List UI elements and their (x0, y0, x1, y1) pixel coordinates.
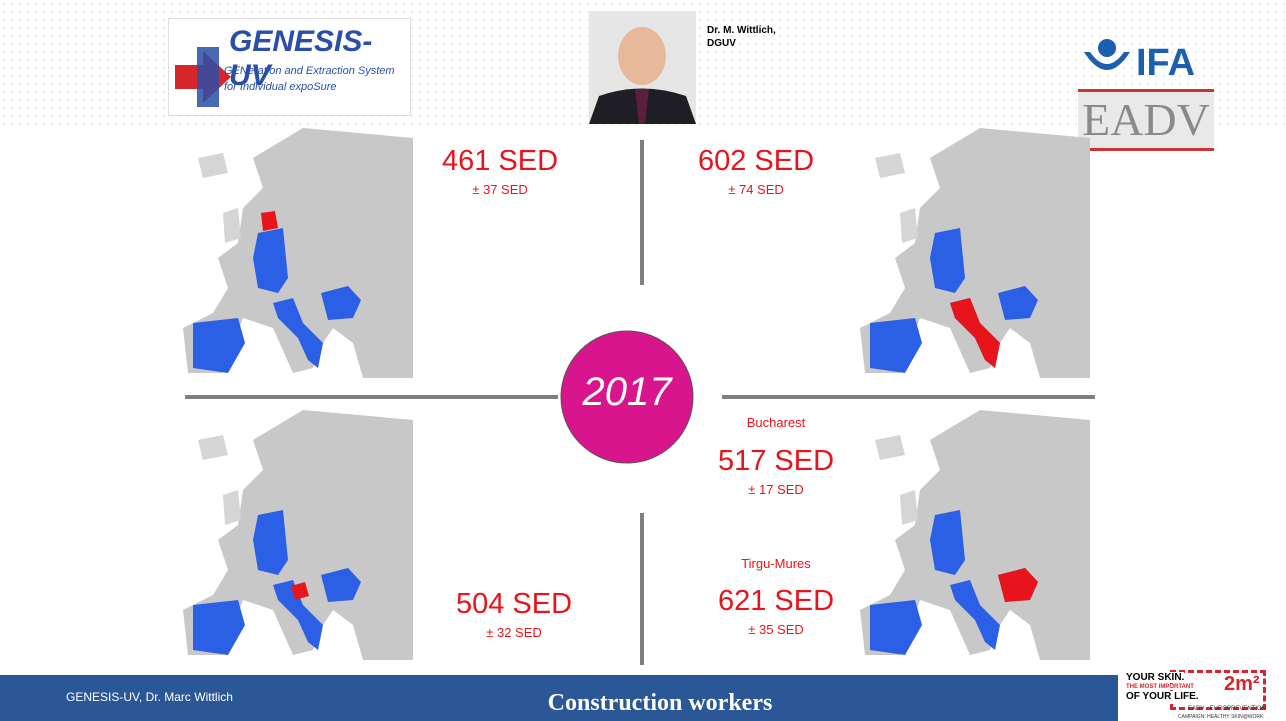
value: 517 SED (717, 445, 835, 477)
map-2 (860, 128, 1090, 378)
error: ± 32 SED (486, 625, 542, 640)
ifa-text: IFA (1136, 42, 1196, 84)
arrow-icon (175, 47, 231, 107)
footer-left: GENESIS-UV, Dr. Marc Wittlich (66, 690, 233, 704)
footer-title: Construction workers (547, 690, 773, 716)
speaker-org: DGUV (707, 38, 736, 49)
speaker-photo (589, 11, 696, 124)
error: ± 74 SED (728, 182, 784, 197)
badge-frame (1170, 670, 1266, 710)
value: 602 SED (697, 145, 815, 177)
badge: YOUR SKIN. THE MOST IMPORTANT OF YOUR LI… (1118, 668, 1286, 721)
error: ± 17 SED (748, 482, 804, 497)
badge-line2: THE MOST IMPORTANT (1126, 684, 1194, 690)
logo-line1: GENeration and Extraction System (224, 65, 395, 77)
map-1 (183, 128, 413, 378)
year-circle (560, 330, 694, 464)
logo-line2: for Individual expoSure (224, 81, 337, 93)
badge-line4: EADV · EUROPREVENTION (1188, 706, 1267, 712)
value: 461 SED (441, 145, 559, 177)
genesis-logo: GENESIS-UV GENeration and Extraction Sys… (168, 18, 411, 116)
badge-line3: OF YOUR LIFE. (1126, 691, 1199, 702)
value: 504 SED (455, 588, 573, 620)
logo-title: GENESIS-UV (229, 25, 373, 92)
speaker-name: Dr. M. Wittlich, (707, 25, 776, 36)
map-4 (860, 410, 1090, 660)
error: ± 35 SED (748, 622, 804, 637)
value: 621 SED (717, 585, 835, 617)
ifa-icon (1084, 39, 1130, 70)
city: Tirgu-Mures (741, 556, 811, 571)
badge-line5: CAMPAIGN: HEALTHY SKIN@WORK (1178, 714, 1264, 720)
badge-line1: YOUR SKIN. (1126, 672, 1185, 683)
separators (185, 140, 1095, 665)
badge-size: 2m² (1224, 673, 1260, 696)
year: 2017 (582, 370, 672, 414)
eadv-logo: EADV (1078, 89, 1214, 151)
error: ± 37 SED (472, 182, 528, 197)
city: Bucharest (746, 415, 806, 430)
footer-bar (0, 675, 1286, 721)
map-3 (183, 410, 413, 660)
